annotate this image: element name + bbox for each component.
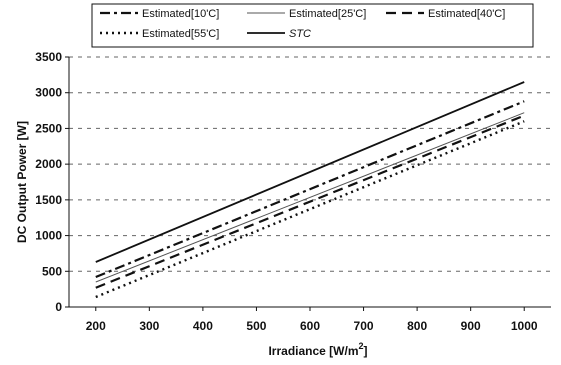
legend-label: Estimated[10'C] xyxy=(142,8,219,20)
y-tick-label: 3000 xyxy=(35,86,62,100)
legend-item-estimated-40-c: Estimated[40'C] xyxy=(386,8,505,20)
x-tick-label: 400 xyxy=(193,319,213,333)
x-axis-label-main: Irradiance [W/m xyxy=(268,344,358,358)
legend-item-estimated-55-c: Estimated[55'C] xyxy=(100,28,219,40)
legend-label: Estimated[25'C] xyxy=(289,8,366,20)
series-line-stc xyxy=(95,81,525,263)
legend-item-estimated-25-c: Estimated[25'C] xyxy=(247,8,366,20)
series-line-estimated-25-c xyxy=(95,112,525,283)
y-tick-label: 0 xyxy=(55,300,62,314)
legend-item-estimated-10-c: Estimated[10'C] xyxy=(100,8,219,20)
legend-box xyxy=(91,3,534,48)
series-line-estimated-10-c xyxy=(95,100,525,279)
x-tick-label: 200 xyxy=(86,319,106,333)
y-tick-label: 1500 xyxy=(35,193,62,207)
plot-area: 0 500 1000 1500 2000 2500 3000 3500 200 300 400 500… xyxy=(35,50,551,333)
legend: Estimated[10'C] Estimated[25'C] Estimated[… xyxy=(91,3,534,48)
legend-label: STC xyxy=(289,28,311,40)
x-tick-label: 900 xyxy=(461,319,481,333)
y-tick-label: 1000 xyxy=(35,229,62,243)
x-tick-label: 600 xyxy=(300,319,320,333)
y-axis-label: DC Output Power [W] xyxy=(15,121,29,243)
y-tick-label: 2000 xyxy=(35,157,62,171)
y-tick-label: 3500 xyxy=(35,50,62,64)
y-tick-label: 2500 xyxy=(35,121,62,135)
x-tick-label: 1000 xyxy=(511,319,538,333)
y-tick-label: 500 xyxy=(42,264,62,278)
legend-label: Estimated[55'C] xyxy=(142,28,219,40)
legend-label: Estimated[40'C] xyxy=(428,8,505,20)
x-axis-label-sup: 2 xyxy=(359,341,364,351)
x-axis-label: Irradiance [W/m2] xyxy=(268,341,367,358)
x-tick-label: 500 xyxy=(246,319,266,333)
series-line-estimated-55-c xyxy=(95,120,525,299)
x-tick-label: 300 xyxy=(139,319,159,333)
x-axis-label-tail: ] xyxy=(364,344,368,358)
series-line-estimated-40-c xyxy=(95,114,525,289)
x-tick-label: 700 xyxy=(354,319,374,333)
x-tick-label: 800 xyxy=(407,319,427,333)
legend-item-stc: STC xyxy=(247,28,311,40)
